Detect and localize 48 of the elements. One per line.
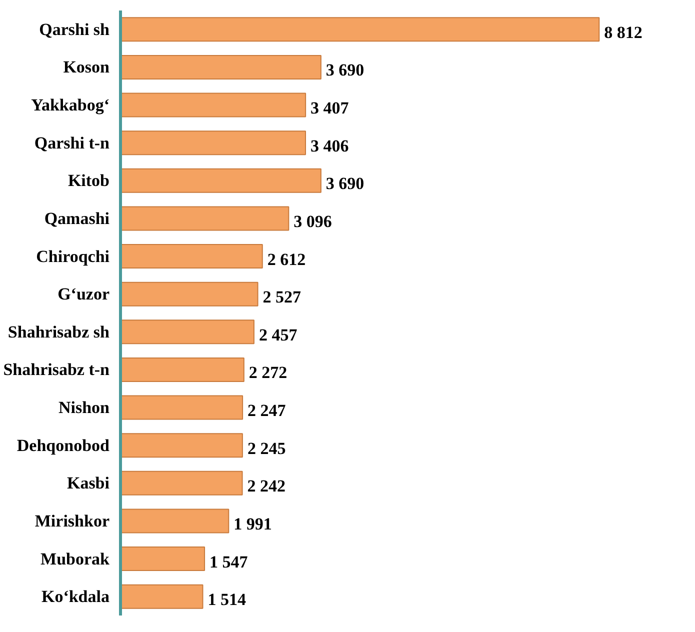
- data-label: 2 245: [247, 438, 286, 458]
- bar: [120, 395, 244, 420]
- bar: [120, 168, 322, 193]
- bar: [120, 54, 322, 80]
- bar: [120, 433, 243, 458]
- data-label: 3 096: [294, 212, 332, 231]
- y-tick-label: Koson: [63, 58, 110, 77]
- y-tick-label: Chiroqchi: [36, 246, 110, 266]
- y-tick-label: Dehqonobod: [16, 436, 110, 455]
- data-label: 2 272: [248, 363, 288, 382]
- bar: [120, 508, 230, 534]
- data-label: 1 514: [208, 590, 246, 610]
- bar: [120, 584, 204, 609]
- y-tick-label: Ko‘kdala: [41, 587, 110, 606]
- y-tick-label: Kitob: [68, 171, 110, 190]
- y-tick-label: Qamashi: [44, 208, 110, 228]
- bar: [120, 17, 600, 42]
- bar: [120, 282, 258, 306]
- data-label: 2 457: [258, 325, 298, 344]
- data-label: 2 247: [248, 401, 286, 420]
- data-label: 3 407: [310, 98, 350, 118]
- y-tick-label: Kasbi: [66, 474, 110, 493]
- y-tick-label: Nishon: [58, 398, 110, 418]
- y-tick-label: Qarshi t-n: [34, 133, 110, 152]
- data-label: 3 690: [326, 174, 364, 194]
- bar: [120, 320, 254, 344]
- bar: [120, 130, 306, 156]
- data-label: 1 991: [234, 514, 272, 534]
- bar: [120, 206, 290, 231]
- data-label: 3 406: [310, 136, 349, 156]
- bar: [120, 470, 243, 496]
- bar: [120, 244, 263, 269]
- data-label: 2 242: [247, 476, 286, 496]
- bar: [120, 92, 306, 118]
- data-label: 2 612: [267, 250, 306, 269]
- y-tick-label: Mirishkor: [34, 511, 110, 530]
- data-label: 1 547: [210, 552, 248, 572]
- y-tick-label: Shahrisabz t-n: [3, 360, 110, 380]
- y-tick-label: Yakkabog‘: [31, 96, 110, 115]
- bar: [120, 357, 244, 382]
- y-tick-label: Qarshi sh: [39, 20, 110, 39]
- y-tick-label: Shahrisabz sh: [8, 322, 110, 342]
- data-label: 2 527: [262, 288, 302, 307]
- data-label: 8 812: [604, 22, 642, 42]
- y-tick-label: Muborak: [40, 549, 110, 568]
- y-tick-label: G‘uzor: [58, 284, 110, 304]
- data-label: 3 690: [326, 60, 364, 80]
- bar: [120, 546, 206, 572]
